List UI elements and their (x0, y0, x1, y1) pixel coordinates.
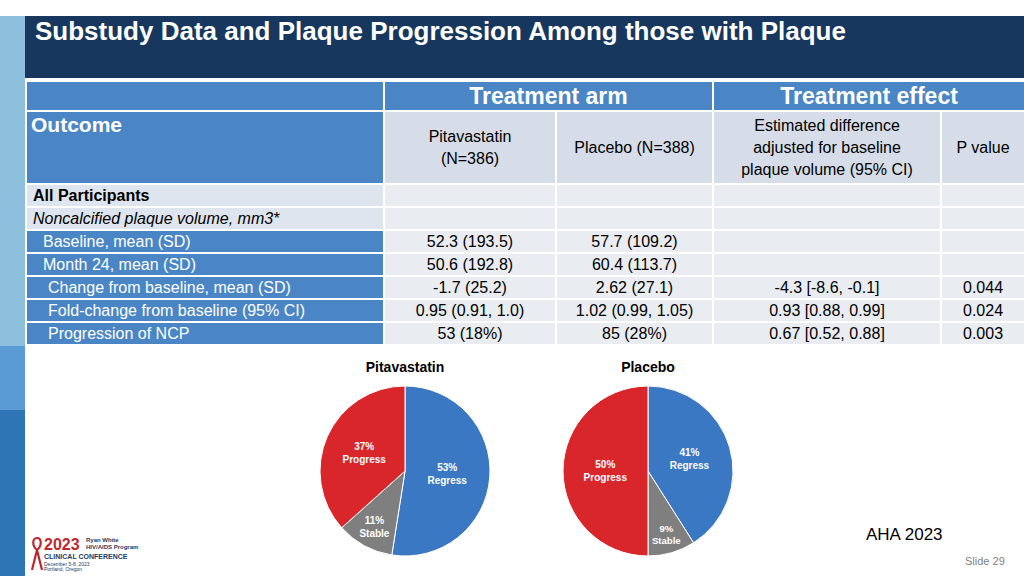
html-text:60.4 (113.7): 60.4 (113.7) (592, 255, 677, 273)
html-text:Progression of NCP: Progression of NCP (48, 324, 190, 342)
svg-text:53%Regress: 53%Regress (427, 462, 467, 486)
html-text:Change from baseline, mean (SD: Change from baseline, mean (SD) (48, 278, 291, 296)
svg-text:37%Progress: 37%Progress (343, 441, 387, 465)
html-text:0.003: 0.003 (963, 324, 1003, 342)
html-text:Slide 29: Slide 29 (965, 555, 1005, 567)
html-text:Treatment effect: Treatment effect (780, 82, 958, 109)
html-text:Treatment arm: Treatment arm (469, 82, 628, 109)
html-text:0.024: 0.024 (963, 301, 1003, 319)
html-text:Fold-change from baseline (95%: Fold-change from baseline (95% CI) (48, 301, 305, 319)
html-text:85 (28%): 85 (28%) (602, 324, 667, 342)
html-text:1.02 (0.99, 1.05): 1.02 (0.99, 1.05) (575, 301, 694, 319)
html-text:57.7 (109.2): 57.7 (109.2) (591, 232, 678, 250)
html-text:December 5-8, 2023 Portland, O: December 5-8, 2023 Portland, Oregon (44, 561, 90, 572)
html-text:0.93 [0.88, 0.99]: 0.93 [0.88, 0.99] (769, 301, 885, 319)
html-text:52.3 (193.5): 52.3 (193.5) (426, 232, 514, 250)
html-text:-4.3 [-8.6, -0.1]: -4.3 [-8.6, -0.1] (774, 278, 880, 296)
html-text:Baseline, mean (SD): Baseline, mean (SD) (43, 232, 191, 250)
html-text:Substudy Data and Plaque Progr: Substudy Data and Plaque Progression Amo… (35, 16, 846, 46)
html-text:P value: P value (956, 138, 1010, 156)
svg-text:9%Stable: 9%Stable (652, 523, 681, 546)
html-text:Estimated difference adjusted: Estimated difference adjusted for baseli… (741, 116, 913, 178)
html-text:50.6 (192.8): 50.6 (192.8) (426, 255, 514, 273)
html-text:Outcome: Outcome (31, 113, 122, 136)
svg-text:Pitavastatin: Pitavastatin (366, 360, 445, 375)
html-text:0.67 [0.52, 0.88]: 0.67 [0.52, 0.88] (769, 324, 885, 342)
svg-text:41%Regress: 41%Regress (670, 447, 710, 471)
html-text:2023: 2023 (44, 536, 80, 553)
html-text:Month 24, mean (SD): Month 24, mean (SD) (43, 255, 196, 273)
svg-text:11%Stable: 11%Stable (359, 515, 389, 539)
html-text:-1.7 (25.2): -1.7 (25.2) (433, 278, 507, 296)
html-text:Noncalcified plaque volume, mm: Noncalcified plaque volume, mm3* (33, 209, 280, 227)
html-text:2.62 (27.1): 2.62 (27.1) (595, 278, 674, 296)
html-text:53 (18%): 53 (18%) (437, 324, 503, 342)
html-text:Placebo (N=388): Placebo (N=388) (574, 138, 695, 156)
html-text:0.95 (0.91, 1.0): 0.95 (0.91, 1.0) (415, 301, 525, 319)
svg-text:Placebo: Placebo (621, 360, 675, 375)
html-text:Pitavastatin (N=386): Pitavastatin (N=386) (428, 127, 512, 167)
html-text:AHA 2023: AHA 2023 (866, 525, 943, 544)
html-text:CLINICAL CONFERENCE: CLINICAL CONFERENCE (44, 553, 128, 560)
svg-text:50%Progress: 50%Progress (584, 459, 628, 483)
html-text:Ryan White HIV/AIDS Program: Ryan White HIV/AIDS Program (86, 537, 139, 550)
html-text:All Participants: All Participants (33, 186, 150, 204)
html-text:0.044: 0.044 (963, 278, 1003, 296)
